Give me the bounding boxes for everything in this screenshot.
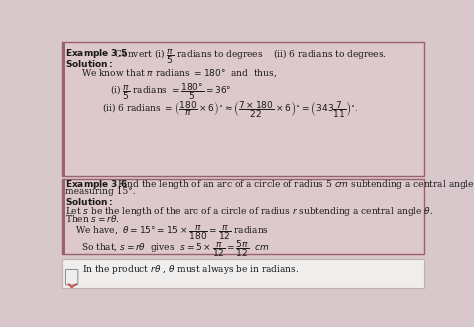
Text: In the product $r\theta$ , $\theta$ must always be in radians.: In the product $r\theta$ , $\theta$ must… [82, 263, 300, 276]
Text: (ii) 6 radians $= \left(\dfrac{180}{\pi} \times 6\right)^{\circ}\approx \left(\d: (ii) 6 radians $= \left(\dfrac{180}{\pi}… [102, 99, 358, 120]
FancyBboxPatch shape [62, 259, 424, 288]
Text: Convert (i) $\dfrac{\pi}{5}$ radians to degrees    (ii) 6 radians to degrees.: Convert (i) $\dfrac{\pi}{5}$ radians to … [112, 47, 387, 66]
Text: So that, $s = r\theta$  gives  $s = 5 \times \dfrac{\pi}{12} = \dfrac{5\pi}{12}$: So that, $s = r\theta$ gives $s = 5 \tim… [81, 239, 269, 260]
Text: $\mathbf{Example\ 3.5}$: $\mathbf{Example\ 3.5}$ [65, 47, 129, 60]
FancyBboxPatch shape [62, 42, 424, 176]
Text: Then $s = r\theta$.: Then $s = r\theta$. [65, 213, 120, 224]
Text: $\mathbf{Solution:}$: $\mathbf{Solution:}$ [65, 59, 114, 70]
FancyBboxPatch shape [65, 269, 78, 285]
Text: Let $s$ be the length of the arc of a circle of radius $r$ subtending a central : Let $s$ be the length of the arc of a ci… [65, 205, 434, 218]
FancyBboxPatch shape [62, 42, 64, 176]
FancyBboxPatch shape [62, 179, 64, 254]
Text: Find the length of an arc of a circle of radius 5 $cm$ subtending a central angl: Find the length of an arc of a circle of… [112, 178, 474, 191]
FancyBboxPatch shape [62, 179, 424, 254]
Text: measuring 15°.: measuring 15°. [65, 187, 136, 196]
Text: We know that $\pi$ radians $= 180°$  and  thus,: We know that $\pi$ radians $= 180°$ and … [81, 68, 277, 79]
Text: We have,  $\theta = 15° = 15 \times \dfrac{\pi}{180} = \dfrac{\pi}{12}$ radians: We have, $\theta = 15° = 15 \times \dfra… [75, 223, 269, 242]
Text: (i) $\dfrac{\pi}{5}$ radians $= \dfrac{180°}{5} = 36°$: (i) $\dfrac{\pi}{5}$ radians $= \dfrac{1… [109, 82, 231, 102]
Text: $\mathbf{Solution:}$: $\mathbf{Solution:}$ [65, 196, 114, 207]
Text: $\mathbf{Example\ 3.6}$: $\mathbf{Example\ 3.6}$ [65, 178, 129, 191]
